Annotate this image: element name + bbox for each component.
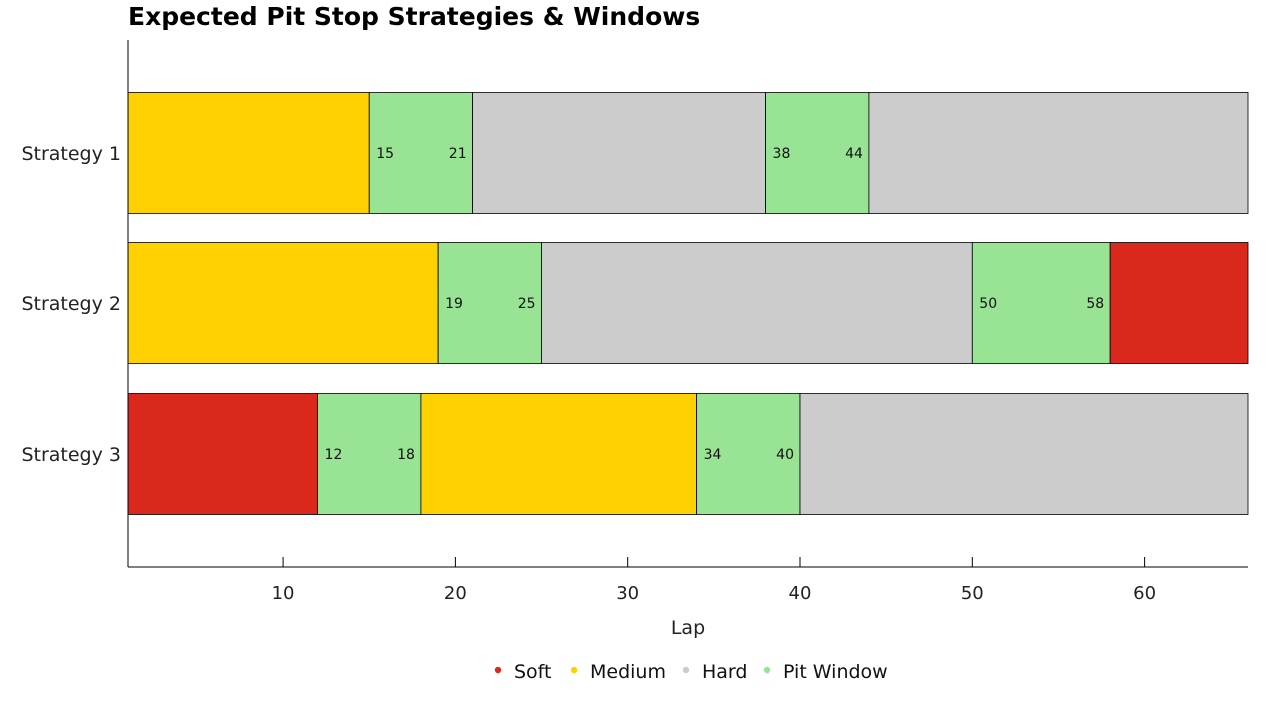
pit-window-end-label: 58 — [1086, 296, 1104, 312]
pit-window-start-label: 19 — [445, 296, 463, 312]
legend-marker-pit-window — [763, 666, 771, 674]
legend: Soft Medium Hard Pit Window — [494, 661, 888, 683]
pit-window-end-label: 44 — [845, 146, 863, 162]
pit-window-start-label: 50 — [979, 296, 997, 312]
strategy-3-segment-medium — [420, 393, 698, 515]
chart-title: Expected Pit Stop Strategies & Windows — [128, 2, 701, 31]
strategy-2-segment-pit-window — [971, 242, 1111, 364]
y-tick-label: Strategy 3 — [21, 444, 121, 466]
strategy-1-segment-pit-window — [765, 92, 870, 214]
strategy-3-segment-soft — [127, 393, 318, 515]
strategy-1-segment-pit-window — [368, 92, 474, 214]
pit-window-end-label: 18 — [397, 447, 415, 463]
legend-marker-soft — [494, 666, 502, 674]
x-axis-label: Lap — [671, 617, 705, 639]
x-tick-label: 60 — [1133, 583, 1156, 604]
strategy-2-segment-pit-window — [437, 242, 542, 364]
legend-label-soft: Soft — [514, 661, 552, 683]
strategy-2-segment-medium — [127, 242, 439, 364]
strategy-3-segment-pit-window — [696, 393, 801, 515]
x-tick-label: 10 — [272, 583, 295, 604]
legend-label-hard: Hard — [702, 661, 747, 683]
pit-window-start-label: 12 — [325, 447, 343, 463]
pit-window-end-label: 25 — [518, 296, 536, 312]
x-tick-label: 20 — [444, 583, 467, 604]
legend-marker-hard — [682, 666, 690, 674]
legend-label-pit-window: Pit Window — [783, 661, 888, 683]
strategy-2-segment-soft — [1109, 242, 1249, 364]
x-tick-label: 50 — [961, 583, 984, 604]
bars-layer: 15 21 38 44 19 25 50 58 12 18 34 40 — [127, 92, 1249, 515]
strategy-1-segment-hard — [472, 92, 766, 214]
legend-marker-medium — [570, 666, 578, 674]
strategy-3-segment-hard — [799, 393, 1249, 515]
pit-window-start-label: 15 — [376, 146, 394, 162]
y-tick-label: Strategy 1 — [21, 143, 121, 165]
y-tick-label: Strategy 2 — [21, 293, 121, 315]
axes-layer: Strategy 1 Strategy 2 Strategy 3 10 20 30 40 50… — [21, 40, 1248, 639]
strategy-1-segment-hard — [868, 92, 1249, 214]
x-tick-label: 30 — [616, 583, 639, 604]
strategy-1-segment-medium — [127, 92, 370, 214]
pit-window-end-label: 40 — [776, 447, 794, 463]
pit-window-end-label: 21 — [449, 146, 467, 162]
x-tick-label: 40 — [789, 583, 812, 604]
pit-window-start-label: 34 — [704, 447, 722, 463]
strategy-2-segment-hard — [541, 242, 973, 364]
strategy-3-segment-pit-window — [317, 393, 422, 515]
legend-label-medium: Medium — [590, 661, 666, 683]
pit-window-start-label: 38 — [773, 146, 791, 162]
